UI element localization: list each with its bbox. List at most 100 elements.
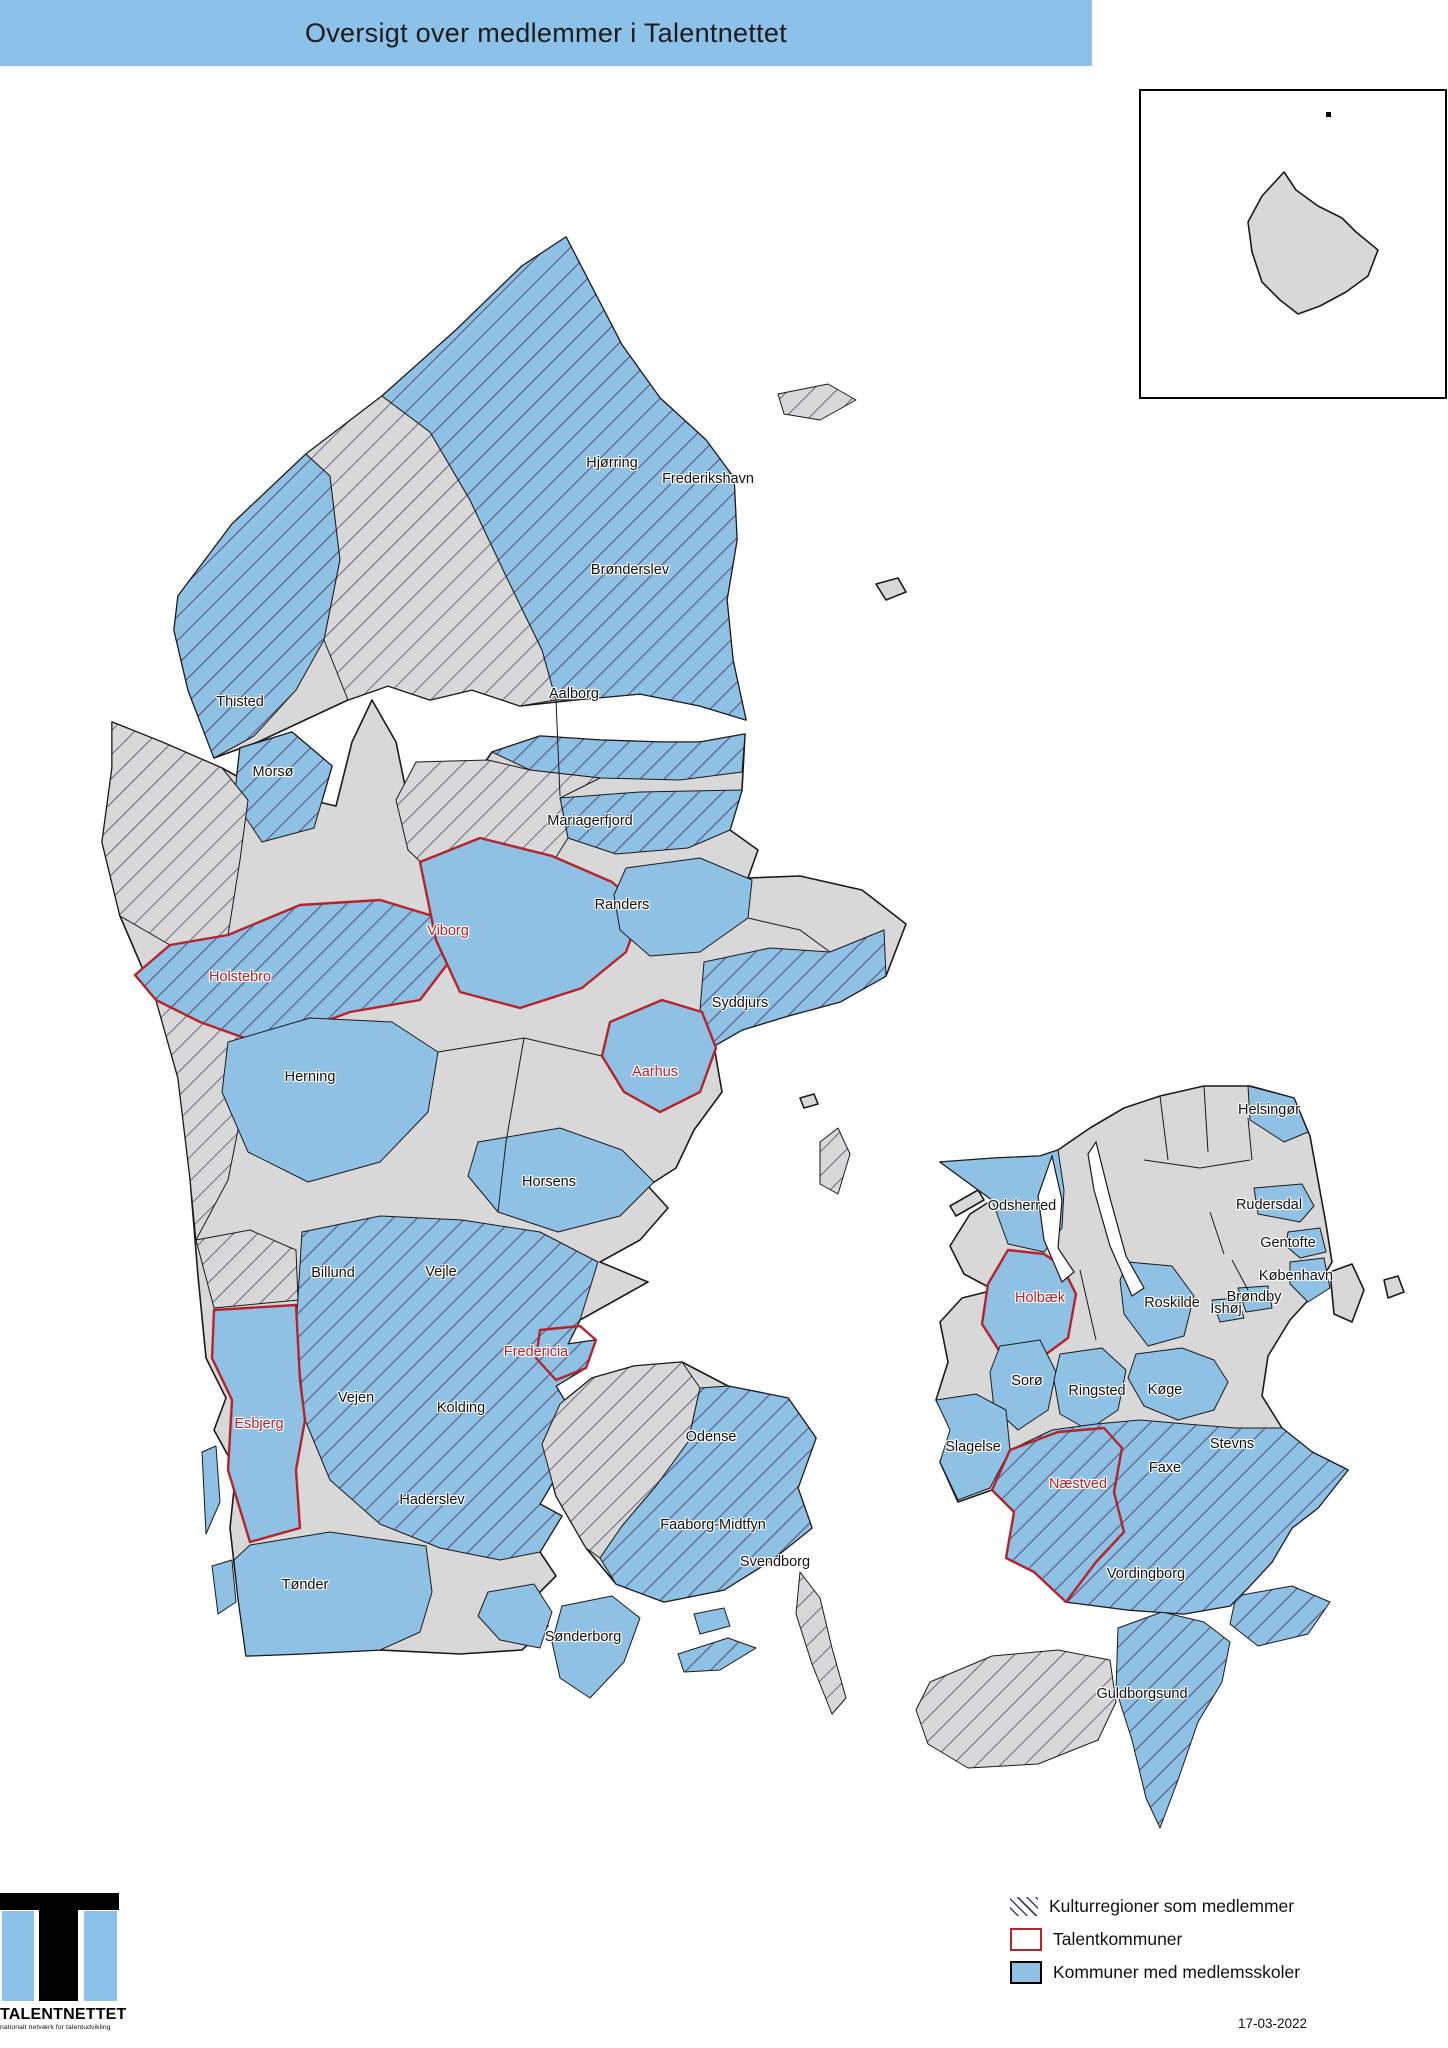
region-vendsyssel — [381, 236, 747, 721]
region-randers — [613, 857, 753, 957]
region-horsens — [467, 1127, 655, 1233]
map-label-herning: Herning — [284, 1069, 336, 1085]
christiansoe-dot — [1326, 112, 1331, 117]
map-label-fredericia: Fredericia — [503, 1344, 569, 1360]
region-viborg — [418, 836, 644, 1010]
region-rudersdal — [1253, 1183, 1315, 1223]
region-southeast-zealand — [991, 1419, 1349, 1615]
title-bar: Oversigt over medlemmer i Talentnettet — [0, 0, 1092, 66]
regions-funen — [541, 1361, 817, 1603]
region-lemvig-struer — [101, 721, 249, 946]
map-label-kolding: Kolding — [436, 1400, 486, 1416]
map-label-haderslev: Haderslev — [399, 1492, 465, 1508]
map-label-brøndby: Brøndby — [1226, 1289, 1282, 1305]
map-label-randers: Randers — [594, 897, 650, 913]
map-label-aalborg: Aalborg — [549, 686, 599, 702]
talentnettet-logo: TALENTNETTET nationalt netværk for talen… — [0, 1893, 127, 2031]
map-label-billund: Billund — [311, 1265, 355, 1281]
map-label-gentofte: Gentofte — [1260, 1235, 1316, 1251]
region-aarhus — [600, 998, 718, 1114]
page-title: Oversigt over medlemmer i Talentnettet — [304, 17, 788, 48]
legend-label: Talentkommuner — [1053, 1928, 1183, 1949]
map-label-helsingør: Helsingør — [1237, 1102, 1301, 1118]
region-naestved-outline — [990, 1426, 1126, 1604]
region-mariagerfjord — [559, 789, 743, 855]
logo-top-bar — [0, 1893, 119, 1910]
map-label-ringsted: Ringsted — [1068, 1383, 1126, 1399]
map-label-horsens: Horsens — [522, 1174, 576, 1190]
legend: Kulturregioner som medlemmer Talentkommu… — [1010, 1896, 1300, 1995]
land-langeland — [795, 1571, 847, 1715]
red-outline-swatch-icon — [1010, 1927, 1042, 1951]
legend-item-talentkommuner: Talentkommuner — [1010, 1927, 1300, 1951]
map-label-odense: Odense — [685, 1429, 737, 1445]
land-endelave — [799, 1093, 819, 1109]
legend-label: Kommuner med medlemsskoler — [1053, 1961, 1301, 1982]
land-samsoe — [819, 1127, 851, 1195]
municipal-borders — [437, 699, 1253, 1341]
land-aeroe — [677, 1637, 757, 1673]
logo-wordmark: TALENTNETTET — [0, 2006, 127, 2023]
map-label-ishøj: Ishøj — [1210, 1301, 1242, 1317]
map-label-morsø: Morsø — [252, 764, 294, 780]
map-label-næstved: Næstved — [1048, 1476, 1108, 1492]
land-moen — [1229, 1585, 1331, 1647]
legend-item-kulturregioner: Kulturregioner som medlemmer — [1010, 1896, 1300, 1916]
map-label-frederikshavn: Frederikshavn — [662, 471, 754, 487]
map-label-odsherred: Odsherred — [987, 1198, 1057, 1214]
map-label-mariagerfjord: Mariagerfjord — [547, 813, 633, 829]
bornholm-inset — [1139, 89, 1447, 399]
regions-zealand — [935, 1085, 1349, 1615]
map-label-aarhus: Aarhus — [632, 1064, 678, 1080]
map-label-køge: Køge — [1147, 1382, 1183, 1398]
region-ringsted — [1053, 1347, 1127, 1431]
region-soenderborg-mainland — [477, 1583, 553, 1649]
region-soroe — [989, 1339, 1057, 1431]
region-esbjerg — [210, 1303, 307, 1544]
land-taasinge — [693, 1607, 731, 1635]
map-label-faaborg-midtfyn: Faaborg-Midtfyn — [660, 1517, 766, 1533]
map-label-roskilde: Roskilde — [1144, 1295, 1200, 1311]
roskilde-fjord-water — [1087, 1140, 1145, 1297]
map-label-tønder: Tønder — [281, 1577, 329, 1593]
region-gentofte — [1285, 1227, 1327, 1259]
land-fanoe — [201, 1445, 221, 1535]
logo-tagline: nationalt netværk for talentudvikling — [0, 2024, 111, 2031]
map-label-svendborg: Svendborg — [739, 1554, 811, 1570]
date-stamp: 17-03-2022 — [1238, 2016, 1308, 2031]
land-laesoe — [777, 383, 857, 421]
logo-t-icon — [0, 1910, 119, 2002]
map-label-københavn: København — [1258, 1268, 1334, 1284]
map-label-vordingborg: Vordingborg — [1106, 1566, 1186, 1582]
region-odsherred — [939, 1149, 1065, 1253]
map-label-esbjerg: Esbjerg — [234, 1416, 284, 1432]
map-label-guldborgsund: Guldborgsund — [1096, 1686, 1188, 1702]
region-funen-east — [599, 1385, 817, 1603]
region-varde — [195, 1229, 299, 1309]
land-falster-guldborgsund — [1115, 1611, 1231, 1829]
map-label-thisted: Thisted — [216, 694, 264, 710]
land-roemoe — [211, 1559, 237, 1615]
region-koege — [1127, 1347, 1229, 1421]
map-label-sønderborg: Sønderborg — [544, 1629, 622, 1645]
region-ishoej — [1211, 1297, 1245, 1323]
land-anholt — [875, 577, 907, 601]
map-label-stevns: Stevns — [1209, 1436, 1255, 1452]
region-slagelse — [935, 1393, 1011, 1501]
regions-mid-jutland — [101, 721, 887, 1657]
map-label-hjørring: Hjørring — [586, 455, 638, 471]
map-label-viborg: Viborg — [427, 923, 469, 939]
land-sejeroe — [949, 1189, 985, 1217]
land-lolland — [915, 1649, 1117, 1769]
map-label-holbæk: Holbæk — [1015, 1290, 1065, 1306]
map-label-rudersdal: Rudersdal — [1235, 1197, 1303, 1213]
region-koebenhavn — [1289, 1257, 1331, 1303]
map-label-vejen: Vejen — [337, 1390, 375, 1406]
hatch-swatch-icon — [1010, 1896, 1038, 1916]
map-label-sorø: Sorø — [1011, 1373, 1043, 1389]
region-toender — [233, 1531, 433, 1657]
legend-label: Kulturregioner som medlemmer — [1049, 1895, 1295, 1916]
land-bornholm — [1247, 171, 1379, 315]
